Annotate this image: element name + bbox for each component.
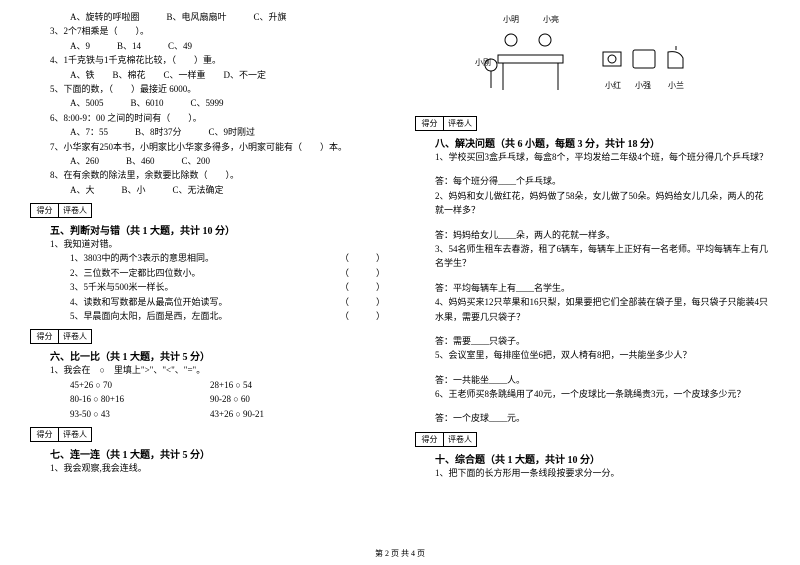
q7: 7、小华家有250本书，小明家比小华家多得多，小明家可能有（ ）本。 bbox=[30, 140, 385, 154]
section5-title: 五、判断对与错（共 1 大题，共计 10 分） bbox=[50, 222, 385, 237]
illustration: 小明 小亮 小刚 小红 小强 小兰 bbox=[473, 10, 713, 110]
q7-options: A、260 B、460 C、200 bbox=[30, 154, 385, 168]
sec8-q6: 6、王老师买8条跳绳用了40元，一个皮球比一条跳绳贵3元，一个皮球多少元？ bbox=[415, 387, 770, 401]
sec5-item: 2、三位数不一定都比四位数小。（ ） bbox=[30, 266, 385, 280]
section10-title: 十、综合题（共 1 大题，共计 10 分） bbox=[435, 451, 770, 466]
score-label: 得分 bbox=[416, 433, 444, 446]
illus-label-xiaoqiang: 小强 bbox=[635, 81, 651, 90]
q4-options: A、铁 B、棉花 C、一样重 D、不一定 bbox=[30, 68, 385, 82]
score-box-sec6: 得分 评卷人 bbox=[30, 329, 385, 344]
q5: 5、下面的数，（ ）最接近 6000。 bbox=[30, 82, 385, 96]
page-footer: 第 2 页 共 4 页 bbox=[0, 548, 800, 559]
sec6-row: 93-50 ○ 4343+26 ○ 90-21 bbox=[30, 407, 385, 421]
sec8-a6: 答：一个皮球____元。 bbox=[415, 411, 770, 425]
sec5-lead: 1、我知道对错。 bbox=[30, 237, 385, 251]
sec8-a3: 答：平均每辆车上有____名学生。 bbox=[415, 281, 770, 295]
reviewer-label: 评卷人 bbox=[444, 117, 476, 130]
sec6-row: 45+26 ○ 7028+16 ○ 54 bbox=[30, 378, 385, 392]
reviewer-label: 评卷人 bbox=[59, 428, 91, 441]
section6-title: 六、比一比（共 1 大题，共计 5 分） bbox=[50, 348, 385, 363]
sec8-a2: 答：妈妈给女儿____朵，两人的花就一样多。 bbox=[415, 228, 770, 242]
right-column: 小明 小亮 小刚 小红 小强 小兰 bbox=[415, 10, 770, 525]
illus-label-xiaohong: 小红 bbox=[605, 80, 621, 90]
reviewer-label: 评卷人 bbox=[444, 433, 476, 446]
score-box-sec7: 得分 评卷人 bbox=[30, 427, 385, 442]
page-content: A、旋转的呼啦圈 B、电风扇扇叶 C、升旗 3、2个7相乘是（ ）。 A、9 B… bbox=[0, 0, 800, 545]
reviewer-label: 评卷人 bbox=[59, 330, 91, 343]
q3: 3、2个7相乘是（ ）。 bbox=[30, 24, 385, 38]
sec5-item: 3、5千米与500米一样长。（ ） bbox=[30, 280, 385, 294]
illus-label-xiaoliang: 小亮 bbox=[543, 14, 559, 24]
sec6-lead: 1、我会在 ○ 里填上">"、"<"、"="。 bbox=[30, 363, 385, 377]
sec8-a4: 答：需要____只袋子。 bbox=[415, 334, 770, 348]
sec8-q5: 5、会议室里，每排座位坐6把，双人椅有8把，一共能坐多少人？ bbox=[415, 348, 770, 362]
sec8-q2: 2、妈妈和女儿做红花，妈妈做了58朵，女儿做了50朵。妈妈给女儿几朵，两人的花就… bbox=[415, 189, 770, 218]
q4: 4、1千克铁与1千克棉花比较，（ ）重。 bbox=[30, 53, 385, 67]
sec8-a1: 答：每个班分得____个乒乓球。 bbox=[415, 174, 770, 188]
q5-options: A、5005 B、6010 C、5999 bbox=[30, 96, 385, 110]
illus-label-xiaolan: 小兰 bbox=[668, 80, 684, 90]
score-label: 得分 bbox=[31, 330, 59, 343]
q8-options: A、大 B、小 C、无法确定 bbox=[30, 183, 385, 197]
q2-options: A、旋转的呼啦圈 B、电风扇扇叶 C、升旗 bbox=[30, 10, 385, 24]
illus-label-xiaoming: 小明 bbox=[503, 15, 519, 24]
sec8-q1: 1、学校买回3盒乒乓球，每盒8个，平均发给二年级4个班，每个班分得几个乒乓球？ bbox=[415, 150, 770, 164]
sec5-item: 4、读数和写数都是从最高位开始读写。（ ） bbox=[30, 295, 385, 309]
sec10-lead: 1、把下面的长方形用一条线段按要求分一分。 bbox=[415, 466, 770, 480]
sec8-q3: 3、54名师生租车去春游，租了6辆车，每辆车上正好有一名老师。平均每辆车上有几名… bbox=[415, 242, 770, 271]
q6-options: A、7：55 B、8时37分 C、9时刚过 bbox=[30, 125, 385, 139]
sec5-item: 1、3803中的两个3表示的意思相同。（ ） bbox=[30, 251, 385, 265]
score-label: 得分 bbox=[31, 204, 59, 217]
reviewer-label: 评卷人 bbox=[59, 204, 91, 217]
score-label: 得分 bbox=[416, 117, 444, 130]
score-label: 得分 bbox=[31, 428, 59, 441]
left-column: A、旋转的呼啦圈 B、电风扇扇叶 C、升旗 3、2个7相乘是（ ）。 A、9 B… bbox=[30, 10, 385, 525]
q8: 8、在有余数的除法里，余数要比除数（ ）。 bbox=[30, 168, 385, 182]
score-box-sec8: 得分 评卷人 bbox=[415, 116, 770, 131]
sec8-q4: 4、妈妈买来12只苹果和16只梨，如果要把它们全部装在袋子里，每只袋子只能装4只… bbox=[415, 295, 770, 324]
sec5-item: 5、早晨面向太阳，后面是西，左面北。（ ） bbox=[30, 309, 385, 323]
score-box-sec10: 得分 评卷人 bbox=[415, 432, 770, 447]
sec7-lead: 1、我会观察,我会连线。 bbox=[30, 461, 385, 475]
q6: 6、8:00-9：00 之间的时间有（ ）。 bbox=[30, 111, 385, 125]
section8-title: 八、解决问题（共 6 小题，每题 3 分，共计 18 分） bbox=[435, 135, 770, 150]
q3-options: A、9 B、14 C、49 bbox=[30, 39, 385, 53]
sec6-row: 80-16 ○ 80+1690-28 ○ 60 bbox=[30, 392, 385, 406]
section7-title: 七、连一连（共 1 大题，共计 5 分） bbox=[50, 446, 385, 461]
sec8-a5: 答：一共能坐____人。 bbox=[415, 373, 770, 387]
score-box-sec5: 得分 评卷人 bbox=[30, 203, 385, 218]
